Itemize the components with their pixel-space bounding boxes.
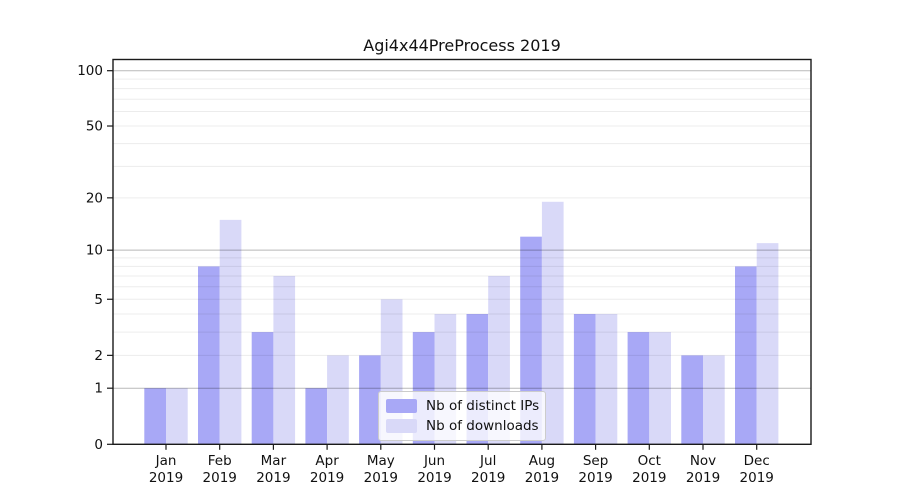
x-tick-label-year-sep: 2019: [578, 470, 612, 486]
x-tick-label-month-aug: Aug: [529, 453, 555, 469]
x-tick-label-month-jul: Jul: [479, 453, 496, 469]
y-tick-label-100: 100: [77, 63, 103, 79]
x-tick-label-month-may: May: [367, 453, 395, 469]
legend-label-distinct-ips: Nb of distinct IPs: [426, 398, 540, 414]
legend-item-distinct-ips: Nb of distinct IPs: [386, 398, 539, 414]
x-tick-label-year-nov: 2019: [686, 470, 720, 486]
x-tick-label-month-sep: Sep: [583, 453, 608, 469]
x-tick-label-year-jan: 2019: [149, 470, 183, 486]
x-tick-label-year-aug: 2019: [525, 470, 559, 486]
x-tick-label-year-mar: 2019: [256, 470, 290, 486]
x-tick-label-month-oct: Oct: [638, 453, 661, 469]
x-tick-label-year-apr: 2019: [310, 470, 344, 486]
bar-distinct-ips-oct: [627, 332, 650, 445]
bar-distinct-ips-apr: [305, 388, 328, 445]
x-tick-label-month-mar: Mar: [261, 453, 287, 469]
bar-downloads-oct: [649, 332, 671, 445]
bar-downloads-sep: [595, 314, 618, 445]
y-tick-label-0: 0: [94, 437, 103, 453]
bar-downloads-jan: [166, 388, 188, 445]
bar-downloads-aug: [541, 201, 564, 445]
chart-title: Agi4x44PreProcess 2019: [363, 36, 561, 55]
bar-downloads-dec: [756, 243, 779, 445]
bar-distinct-ips-jan: [144, 388, 166, 445]
x-tick-label-year-feb: 2019: [203, 470, 237, 486]
bar-distinct-ips-may: [359, 355, 381, 445]
legend: Nb of distinct IPs Nb of downloads: [378, 391, 546, 441]
bar-distinct-ips-feb: [198, 266, 220, 445]
legend-swatch-distinct-ips: [386, 399, 417, 413]
legend-label-downloads: Nb of downloads: [426, 418, 539, 434]
plot-border: [112, 58, 812, 445]
x-tick-label-month-jan: Jan: [155, 453, 177, 469]
x-tick-label-year-dec: 2019: [740, 470, 774, 486]
y-tick-label-1: 1: [94, 381, 103, 397]
legend-swatch-downloads: [386, 419, 417, 433]
x-tick-label-month-nov: Nov: [690, 453, 716, 469]
bar-distinct-ips-dec: [735, 266, 757, 445]
bar-distinct-ips-sep: [573, 314, 596, 445]
bar-downloads-feb: [219, 219, 242, 445]
bar-downloads-nov: [703, 355, 725, 445]
x-tick-label-year-may: 2019: [364, 470, 398, 486]
y-tick-label-20: 20: [86, 190, 103, 206]
bar-downloads-apr: [327, 355, 349, 445]
y-tick-label-5: 5: [94, 292, 103, 308]
x-tick-label-year-oct: 2019: [632, 470, 666, 486]
x-tick-label-month-feb: Feb: [208, 453, 232, 469]
y-tick-label-2: 2: [94, 348, 103, 364]
bar-distinct-ips-mar: [251, 332, 274, 445]
x-tick-label-month-dec: Dec: [744, 453, 770, 469]
x-tick-label-year-jun: 2019: [417, 470, 451, 486]
y-tick-label-50: 50: [86, 119, 103, 135]
bar-downloads-mar: [273, 275, 296, 445]
bar-distinct-ips-nov: [681, 355, 703, 445]
legend-item-downloads: Nb of downloads: [386, 418, 539, 434]
x-tick-label-month-apr: Apr: [315, 453, 339, 469]
y-tick-label-10: 10: [86, 243, 103, 259]
x-tick-label-year-jul: 2019: [471, 470, 505, 486]
x-tick-label-month-jun: Jun: [423, 453, 445, 469]
